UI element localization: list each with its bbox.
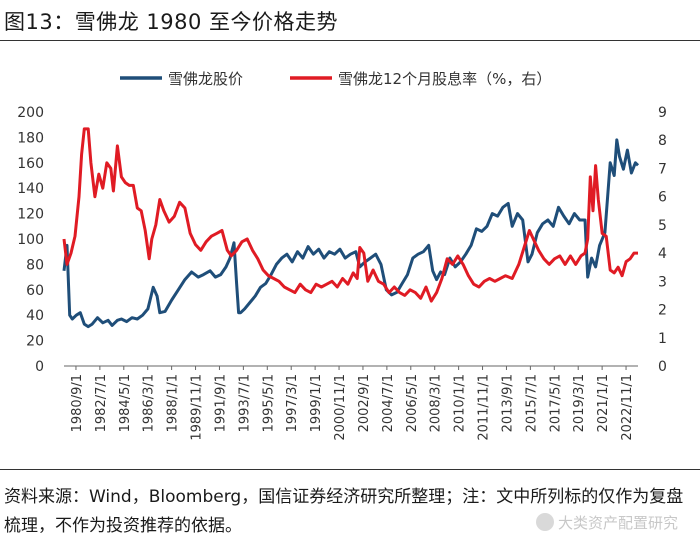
legend: 雪佛龙股价 雪佛龙12个月股息率（%，右） [120,70,551,88]
y-left-tick-label: 160 [17,156,44,172]
y-right-tick-label: 5 [658,218,667,234]
y-left-tick-label: 200 [17,105,44,121]
x-tick-label: 2017/5/1 [548,374,563,432]
x-tick-label: 1982/7/1 [94,374,109,432]
y-right-tick-label: 2 [658,303,667,319]
watermark-text: 大类资产配置研究 [557,514,678,532]
watermark-logo-icon [535,513,554,531]
x-tick-label: 2000/11/1 [333,374,348,441]
figure-title: 图13：雪佛龙 1980 至今价格走势 [4,10,339,34]
y-right-tick-label: 3 [658,274,667,290]
source-note: 资料来源：Wind，Bloomberg，国信证券经济研究所整理；注：文中所列标的… [4,487,684,536]
y-left-tick-label: 60 [26,283,44,299]
y-left-tick-label: 80 [26,257,44,273]
x-tick-label: 1986/3/1 [142,374,157,432]
y-left-tick-label: 140 [17,181,44,197]
series-line-dividend-yield [62,127,638,303]
y-left-tick-label: 40 [26,308,44,324]
y-left-tick-label: 100 [17,232,44,248]
plot-lines [62,127,640,329]
y-right-tick-label: 1 [658,331,667,347]
y-right-tick-label: 7 [658,161,667,177]
x-tick-label: 2019/3/1 [572,374,587,432]
x-tick-label: 2002/9/1 [357,374,372,432]
title-divider [0,40,700,41]
series-line-price [62,138,640,329]
x-tick-label: 1988/1/1 [166,374,181,432]
x-tick-label: 1993/7/1 [237,374,252,432]
x-tick-label: 1984/5/1 [118,374,133,432]
x-tick-label: 1995/5/1 [261,374,276,432]
x-tick-label: 2004/7/1 [381,374,396,432]
right-y-axis: 0 1 2 3 4 5 6 7 8 9 [658,105,667,375]
x-tick-label: 2015/7/1 [524,374,539,432]
x-tick-label: 2022/11/1 [620,374,635,441]
y-right-tick-label: 8 [658,133,667,149]
x-tick-label: 1991/9/1 [213,374,228,432]
left-y-axis: 0 20 40 60 80 100 120 140 160 180 200 [17,105,44,375]
footer-divider [0,469,700,470]
x-tick-label: 2006/5/1 [405,374,420,432]
y-right-tick-label: 0 [658,359,667,375]
y-left-tick-label: 120 [17,207,44,223]
x-tick-label: 2008/3/1 [429,374,444,432]
x-axis: 1980/9/1 1982/7/1 1984/5/1 1986/3/1 1988/1/1… [64,365,638,441]
legend-label-price: 雪佛龙股价 [168,70,243,88]
price-dividend-chart: 雪佛龙股价 雪佛龙12个月股息率（%，右） 020406080100120140… [17,70,667,441]
x-tick-label: 1989/11/1 [190,374,205,441]
x-tick-label: 1997/3/1 [285,374,300,432]
x-tick-label: 2010/1/1 [453,374,468,432]
x-tick-label: 1999/1/1 [309,374,324,432]
x-tick-label: 1980/9/1 [70,374,85,432]
watermark: 大类资产配置研究 [535,512,678,533]
legend-label-dividend-yield: 雪佛龙12个月股息率（%，右） [338,70,551,88]
y-left-tick-label: 20 [26,334,44,350]
y-right-tick-label: 4 [658,246,667,262]
x-tick-label: 2011/11/1 [477,374,492,441]
x-tick-label: 2021/1/1 [596,374,611,432]
y-left-tick-label: 0 [35,359,44,375]
x-tick-label: 2013/9/1 [500,374,515,432]
y-right-tick-label: 6 [658,190,667,206]
y-right-tick-label: 9 [658,105,667,121]
y-left-tick-label: 180 [17,130,44,146]
